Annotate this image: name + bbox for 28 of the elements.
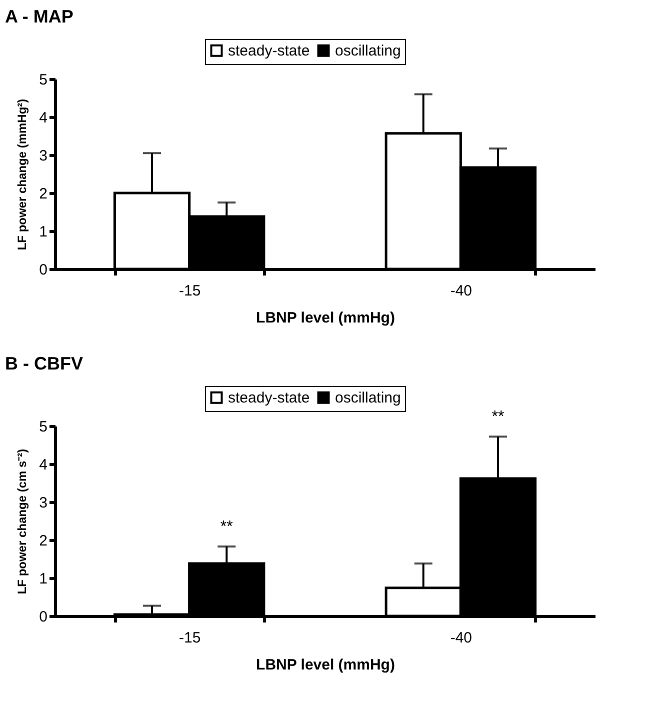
y-tick-label: 4 — [39, 110, 48, 126]
text: ** — [492, 408, 504, 426]
chart-title: B - CBFV — [5, 354, 83, 374]
y-tick-label: 5 — [39, 418, 48, 436]
x-tick-label: -40 — [450, 282, 472, 300]
y-tick-label: 3 — [39, 494, 48, 512]
y-tick-label: 1 — [39, 570, 48, 588]
y-tick-label: 2 — [39, 186, 48, 202]
legend-label: steady-state — [228, 42, 310, 60]
y-tick-label: 4 — [39, 456, 48, 474]
y-tick-label: 2 — [39, 532, 48, 550]
x-tick-label: -15 — [178, 630, 201, 646]
x-axis-title: LBNP level (mmHg) — [256, 656, 395, 674]
y-axis-title: LF power change (cm s⁻²) — [15, 448, 30, 594]
chart-title: A - MAP — [5, 6, 74, 26]
y-axis-title: LF power change (mmHg²) — [15, 98, 30, 250]
x-axis-title: LBNP level (mmHg) — [256, 310, 395, 326]
x-tick-label: -40 — [450, 630, 472, 646]
y-tick-label: 5 — [39, 72, 48, 88]
y-tick-label: 1 — [39, 224, 48, 240]
legend-label: oscillating — [335, 390, 401, 407]
legend-label: oscillating — [335, 42, 401, 60]
y-tick-label: 0 — [39, 608, 48, 626]
y-tick-label: 0 — [39, 262, 48, 278]
annotation: ** — [220, 518, 233, 536]
x-tick-label: -15 — [178, 282, 201, 300]
y-tick-label: 3 — [39, 148, 48, 164]
legend-label: steady-state — [228, 390, 310, 407]
